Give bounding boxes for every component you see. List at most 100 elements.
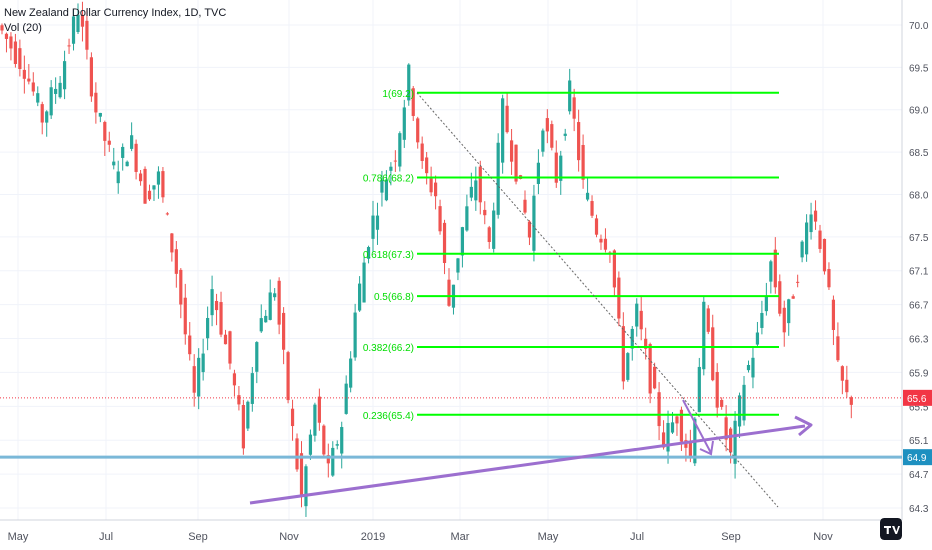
candle-body bbox=[742, 384, 746, 421]
candle-body bbox=[773, 249, 777, 288]
candle-body bbox=[536, 162, 540, 184]
candle-body bbox=[259, 318, 263, 332]
candle-body bbox=[456, 258, 460, 273]
candle-body bbox=[630, 328, 634, 349]
candle-body bbox=[496, 142, 500, 215]
candle-body bbox=[255, 342, 259, 372]
y-tick-label: 70.0 bbox=[909, 21, 929, 32]
last-price-label: 65.6 bbox=[907, 394, 927, 405]
y-tick-label: 64.3 bbox=[909, 504, 929, 515]
x-tick-label: Jul bbox=[99, 531, 113, 543]
candle-body bbox=[174, 249, 178, 274]
candle-body bbox=[214, 300, 219, 311]
candle-body bbox=[599, 238, 603, 243]
candle-body bbox=[416, 118, 420, 143]
candle-body bbox=[192, 366, 196, 393]
candle-body bbox=[688, 441, 692, 457]
candle-body bbox=[98, 112, 102, 117]
rising-trendline bbox=[249, 424, 806, 505]
candle-body bbox=[737, 395, 742, 427]
fib-level-label: 0.382(66.2) bbox=[363, 343, 414, 354]
candle-body bbox=[210, 289, 214, 316]
y-tick-label: 68.5 bbox=[909, 148, 929, 159]
x-tick-label: Mar bbox=[451, 531, 470, 543]
candle-body bbox=[845, 379, 849, 393]
candle-body bbox=[49, 87, 53, 116]
candle-body bbox=[40, 104, 44, 123]
candle-body bbox=[501, 98, 505, 163]
y-tick-label: 68.0 bbox=[909, 190, 929, 201]
candle-body bbox=[22, 69, 26, 79]
candle-body bbox=[246, 401, 250, 429]
candle-body bbox=[286, 352, 290, 401]
candle-body bbox=[559, 155, 563, 181]
candle-body bbox=[724, 417, 728, 440]
candle-body bbox=[787, 299, 791, 324]
candle-body bbox=[237, 395, 241, 405]
candle-body bbox=[304, 466, 308, 507]
y-tick-label: 69.5 bbox=[909, 63, 929, 74]
candle-body bbox=[389, 166, 393, 171]
candle-body bbox=[755, 332, 760, 345]
tradingview-logo-icon[interactable] bbox=[880, 518, 902, 540]
candle-body bbox=[764, 295, 768, 312]
candle-body bbox=[594, 218, 599, 235]
candle-body bbox=[380, 179, 384, 193]
candle-body bbox=[335, 444, 339, 446]
candle-body bbox=[715, 371, 719, 408]
candle-body bbox=[635, 303, 639, 327]
candle-body bbox=[442, 222, 447, 264]
candle-body bbox=[675, 416, 679, 424]
chart-legend: New Zealand Dollar Currency Index, 1D, T… bbox=[4, 6, 226, 36]
candle-body bbox=[156, 171, 161, 185]
candle-body bbox=[809, 214, 813, 233]
y-tick-label: 65.1 bbox=[909, 436, 929, 447]
candle-body bbox=[398, 133, 402, 167]
candle-body bbox=[648, 344, 652, 394]
candle-body bbox=[161, 171, 165, 198]
candle-body bbox=[308, 434, 313, 455]
x-tick-label: 2019 bbox=[361, 531, 385, 543]
candle-body bbox=[469, 186, 473, 198]
candle-body bbox=[661, 432, 666, 448]
candle-body bbox=[760, 312, 764, 328]
candle-body bbox=[85, 20, 89, 50]
candle-body bbox=[796, 281, 800, 283]
candle-body bbox=[299, 453, 304, 497]
candle-body bbox=[483, 209, 487, 216]
candle-body bbox=[509, 140, 514, 162]
candle-body bbox=[107, 140, 111, 145]
candle-body bbox=[411, 88, 415, 116]
last-price-tag bbox=[903, 389, 932, 406]
candle-body bbox=[492, 210, 496, 249]
x-tick-label: Nov bbox=[279, 531, 299, 543]
fib-level-label: 1(69.2) bbox=[382, 89, 414, 100]
candle-body bbox=[822, 238, 827, 272]
candle-body bbox=[478, 166, 482, 203]
support-price-tag bbox=[903, 449, 932, 466]
candle-body bbox=[711, 327, 715, 381]
candle-body bbox=[371, 215, 375, 239]
candle-body bbox=[425, 157, 429, 174]
candle-body bbox=[4, 33, 9, 39]
y-tick-label: 65.9 bbox=[909, 368, 929, 379]
candle-body bbox=[290, 408, 295, 427]
candle-body bbox=[407, 64, 411, 101]
candle-body bbox=[541, 130, 545, 152]
candle-body bbox=[402, 107, 406, 140]
x-tick-label: May bbox=[538, 531, 559, 543]
candle-body bbox=[188, 335, 192, 355]
x-tick-label: Sep bbox=[721, 531, 741, 543]
candle-body bbox=[358, 283, 362, 311]
candle-body bbox=[836, 336, 840, 361]
candle-body bbox=[45, 111, 49, 123]
candle-body bbox=[206, 317, 210, 339]
y-tick-label: 69.0 bbox=[909, 106, 929, 117]
volume-indicator-label: Vol (20) bbox=[4, 22, 42, 34]
candle-body bbox=[621, 326, 625, 382]
candle-body bbox=[130, 135, 134, 149]
candle-body bbox=[460, 227, 465, 256]
candle-body bbox=[344, 383, 348, 414]
candle-body bbox=[170, 233, 174, 253]
